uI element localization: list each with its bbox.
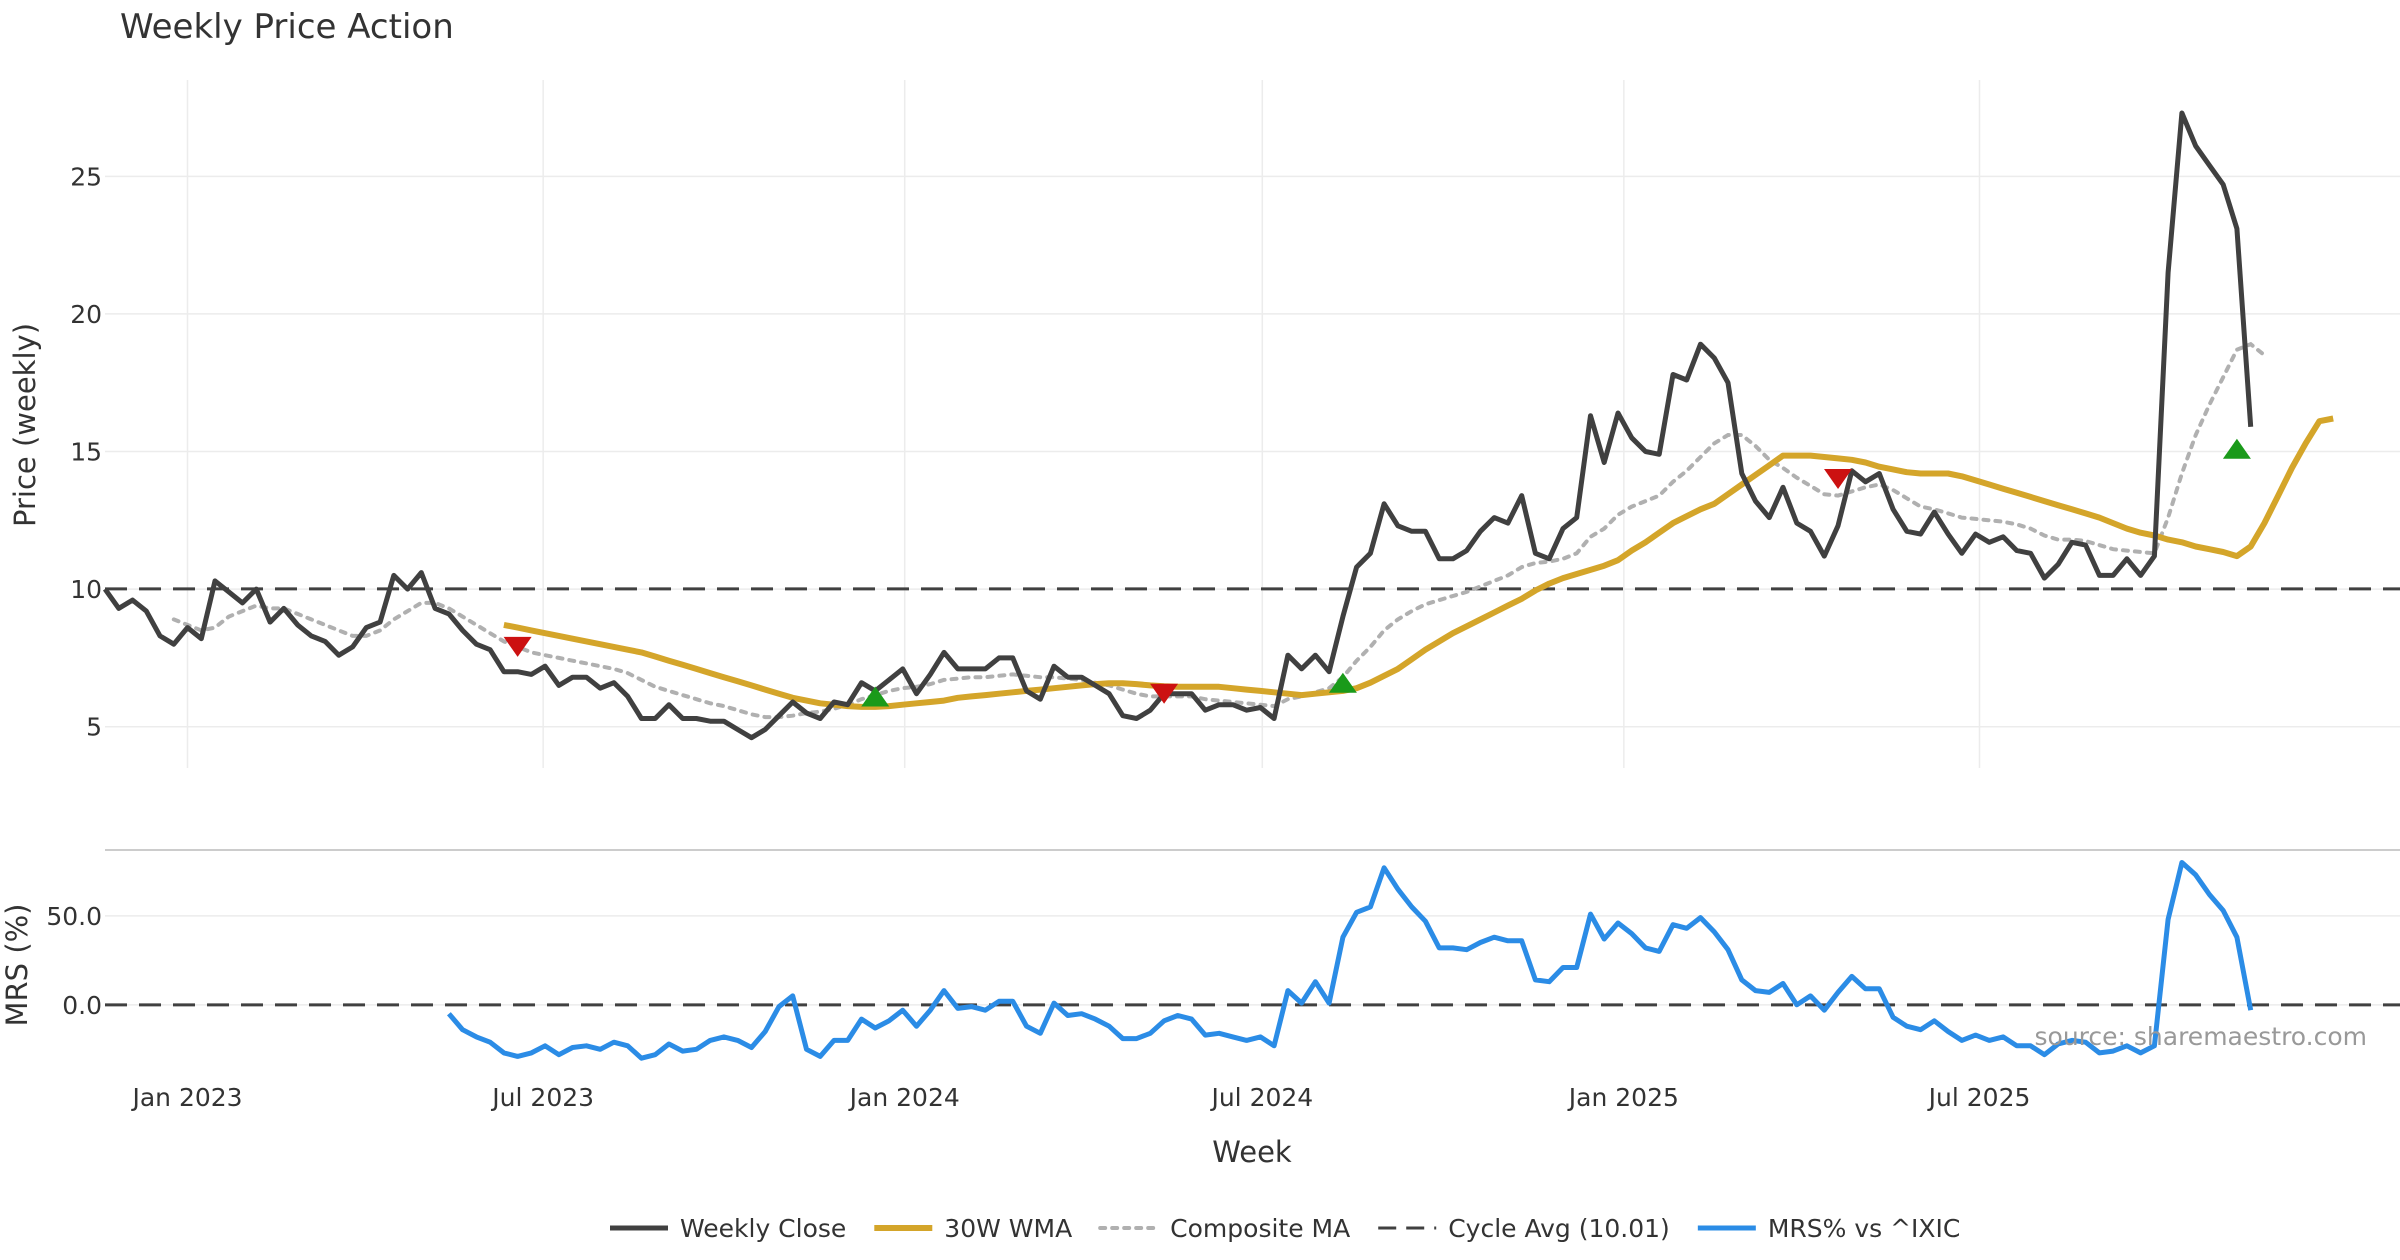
x-tick-label: Jul 2023 bbox=[490, 1083, 594, 1112]
legend: Weekly Close 30W WMA Composite MA Cycle Avg… bbox=[610, 1214, 1960, 1243]
legend-label: Weekly Close bbox=[680, 1214, 846, 1243]
mrs-series-group bbox=[447, 860, 2254, 1061]
mrs-y-tick-label: 0.0 bbox=[62, 991, 102, 1020]
price-y-tick-label: 25 bbox=[70, 162, 102, 191]
price-y-tick-label: 5 bbox=[86, 713, 102, 742]
source-credit: source: sharemaestro.com bbox=[2035, 1022, 2368, 1051]
buy-signal-marker bbox=[861, 686, 890, 707]
sell-signal-marker bbox=[1824, 469, 1853, 490]
price-y-tick-label: 15 bbox=[70, 438, 102, 467]
price-y-tick-label: 10 bbox=[70, 575, 102, 604]
buy-signal-marker bbox=[1328, 672, 1357, 693]
signal-markers-group bbox=[503, 438, 2251, 707]
legend-label: MRS% vs ^IXIC bbox=[1768, 1214, 1961, 1243]
mrs-y-ticks: 0.0 50.0 bbox=[46, 902, 102, 1020]
price-y-ticks: 5 10 15 20 25 bbox=[70, 162, 102, 741]
x-tick-label: Jul 2025 bbox=[1927, 1083, 2031, 1112]
price-panel-grid bbox=[105, 80, 2400, 768]
legend-label: 30W WMA bbox=[944, 1214, 1072, 1243]
legend-label: Composite MA bbox=[1170, 1214, 1350, 1243]
x-tick-label: Jan 2024 bbox=[848, 1083, 960, 1112]
price-y-tick-label: 20 bbox=[70, 300, 102, 329]
composite-ma-series bbox=[171, 341, 2267, 720]
mrs-panel-grid bbox=[105, 915, 2400, 1006]
weekly-close-series bbox=[102, 110, 2254, 741]
x-tick-label: Jul 2024 bbox=[1209, 1083, 1313, 1112]
chart-title: Weekly Price Action bbox=[120, 7, 454, 47]
mrs-series bbox=[447, 860, 2254, 1061]
wma-30w-series bbox=[503, 415, 2334, 710]
x-axis-ticks: Jan 2023 Jul 2023 Jan 2024 Jul 2024 Jan 2025… bbox=[130, 1083, 2030, 1112]
x-tick-label: Jan 2023 bbox=[130, 1083, 242, 1112]
legend-label: Cycle Avg (10.01) bbox=[1448, 1214, 1670, 1243]
mrs-y-axis-label: MRS (%) bbox=[0, 904, 34, 1027]
sell-signal-marker bbox=[503, 636, 532, 657]
price-series-group bbox=[102, 110, 2334, 741]
price-y-axis-label: Price (weekly) bbox=[8, 323, 42, 527]
x-tick-label: Jan 2025 bbox=[1567, 1083, 1679, 1112]
mrs-y-tick-label: 50.0 bbox=[46, 902, 102, 931]
sell-signal-marker bbox=[1150, 683, 1179, 704]
x-axis-label: Week bbox=[1212, 1135, 1292, 1169]
buy-signal-marker bbox=[2222, 438, 2251, 459]
